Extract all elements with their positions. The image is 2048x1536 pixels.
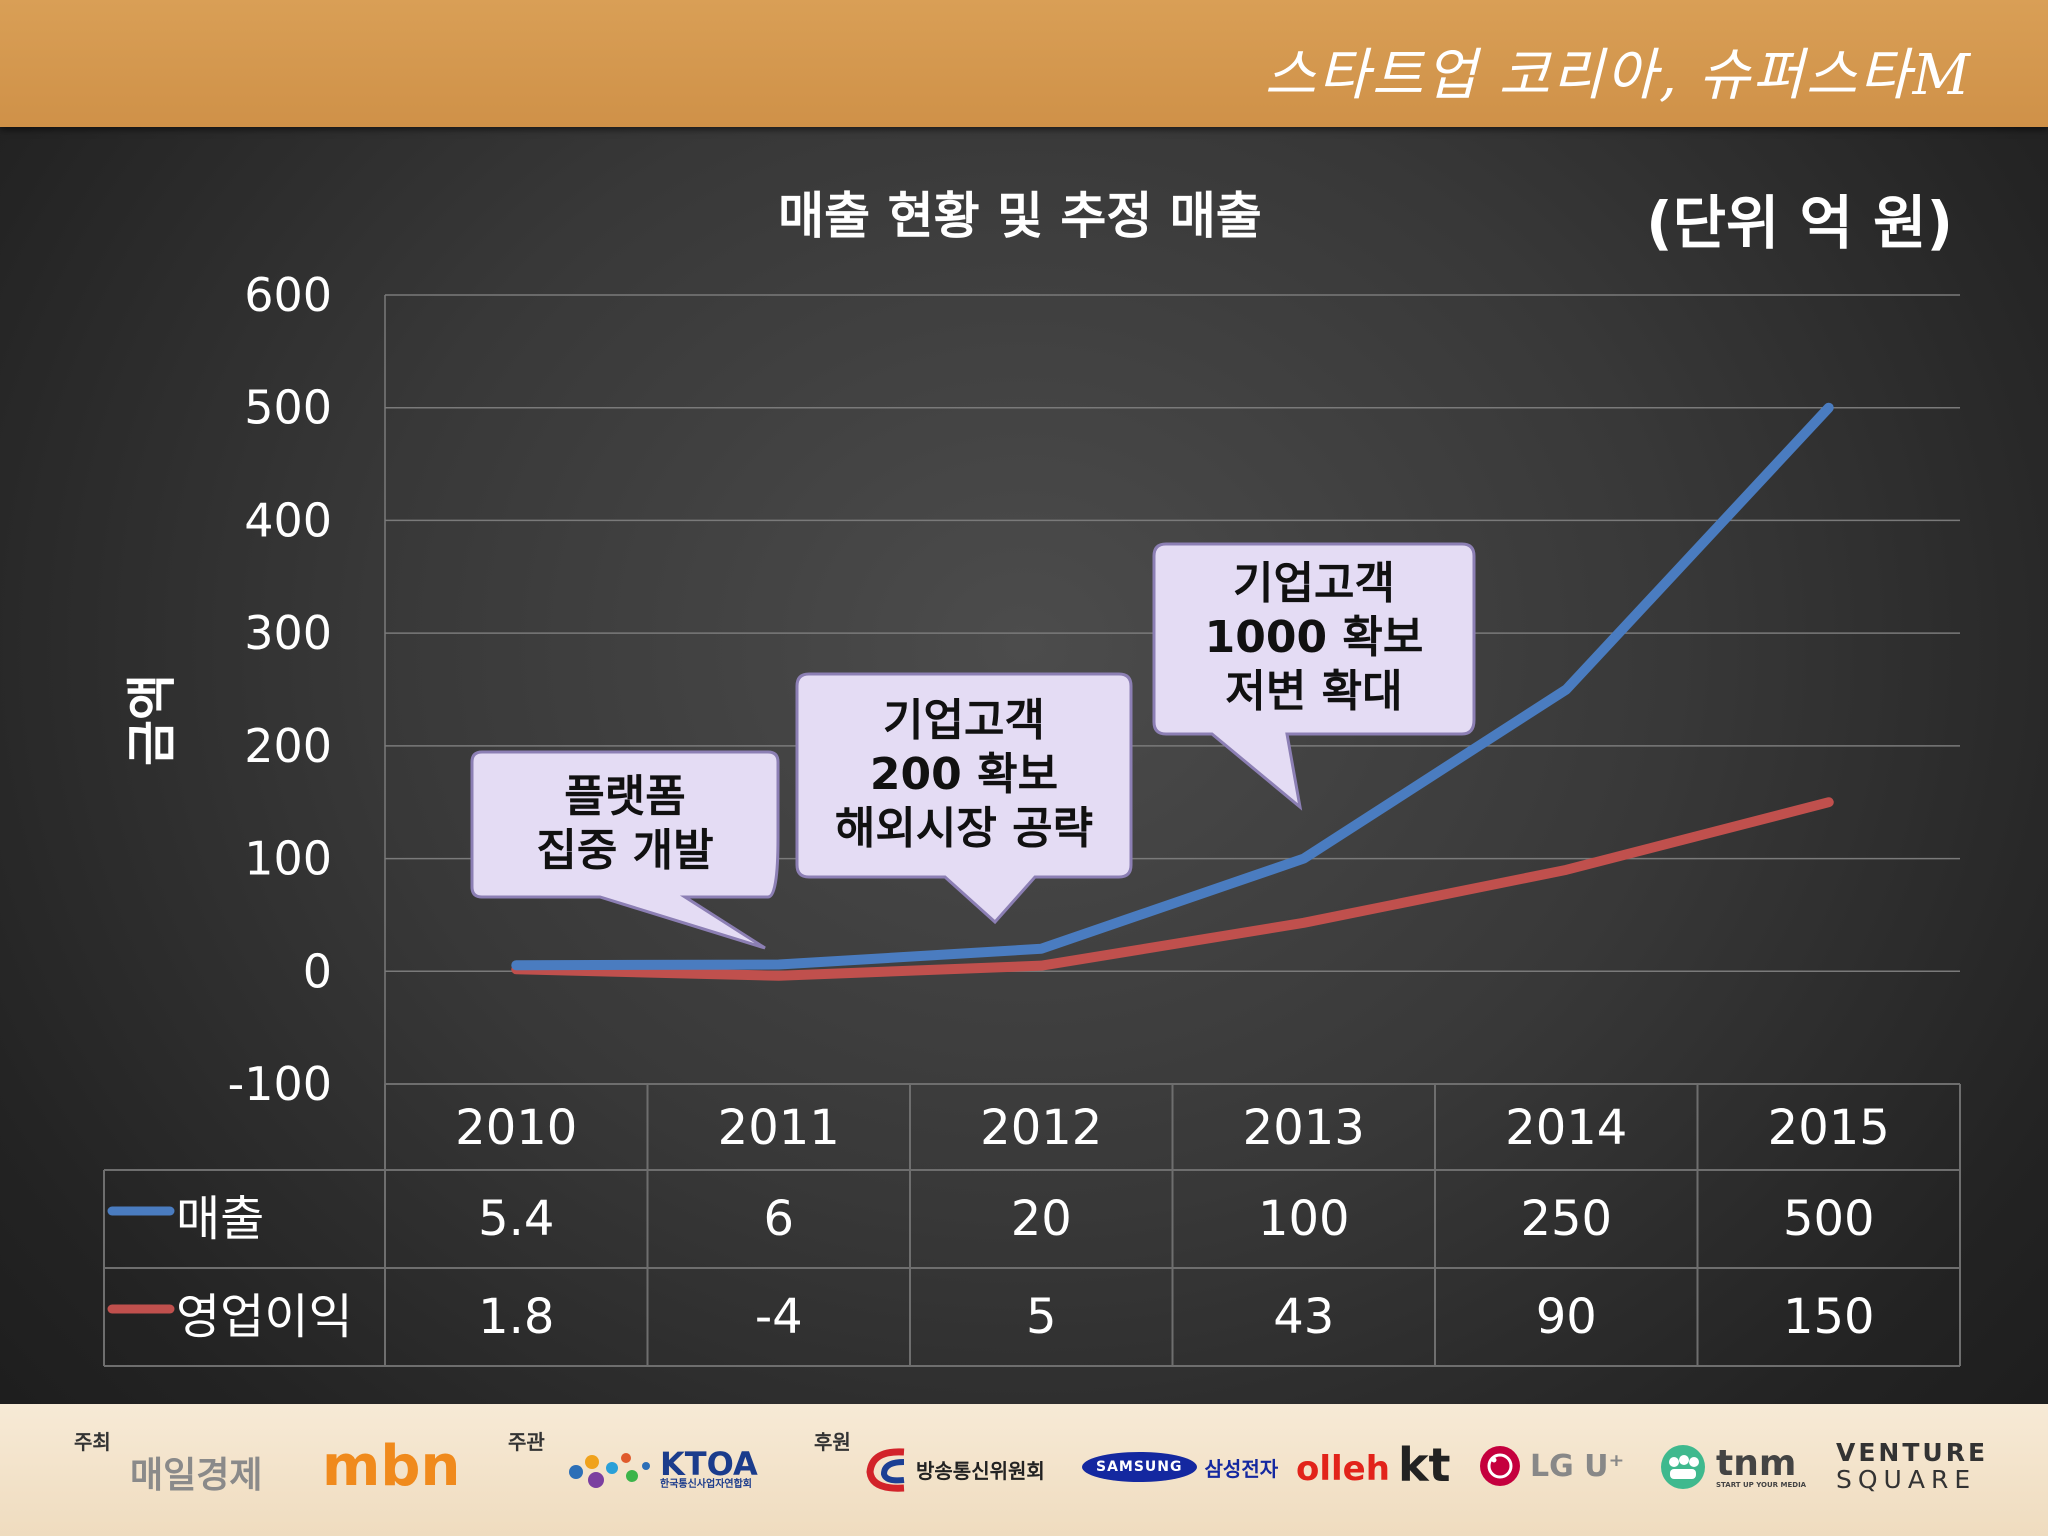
tnm-logo: tnm START UP YOUR MEDIA: [1658, 1442, 1806, 1492]
kcc-logo-text: 방송통신위원회: [916, 1458, 1045, 1483]
callout-text: 기업고객 1000 확보 저변 확대: [1204, 558, 1424, 717]
callout-overseas: 기업고객 200 확보 해외시장 공략: [795, 672, 1135, 932]
data-point: [1303, 922, 1305, 924]
data-cell: 5.4: [478, 1191, 554, 1247]
x-tick-label: 2014: [1505, 1100, 1627, 1156]
y-tick-label: 100: [244, 832, 332, 886]
data-point: [1565, 689, 1567, 690]
data-cell: 43: [1273, 1289, 1334, 1345]
data-cell: 1.8: [478, 1289, 554, 1345]
legend-label: 영업이익: [176, 1289, 353, 1345]
lg-face-icon: [1480, 1446, 1520, 1486]
callout-bubble: [795, 672, 1133, 925]
data-cell: 150: [1783, 1289, 1875, 1345]
chart-title: 매출 현황 및 추정 매출: [778, 187, 1262, 245]
data-cell: 5: [1026, 1289, 1057, 1345]
data-point: [1565, 869, 1567, 871]
x-tick-label: 2012: [980, 1100, 1102, 1156]
data-point: [1040, 948, 1042, 950]
data-cell: 90: [1536, 1289, 1597, 1345]
callout-text: 기업고객 200 확보 해외시장 공략: [834, 695, 1094, 854]
data-point: [1828, 407, 1830, 409]
tnm-logo-subtext: START UP YOUR MEDIA: [1716, 1480, 1807, 1489]
maeil-logo: 매일경제: [130, 1446, 262, 1498]
square-text: SQUARE: [1836, 1465, 1977, 1494]
x-tick-label: 2010: [455, 1100, 577, 1156]
y-tick-label: 500: [244, 381, 332, 435]
x-tick-label: 2015: [1768, 1100, 1890, 1156]
venture-square-logo: VENTURE SQUARE: [1836, 1440, 1988, 1492]
lgu-logo: LG U⁺: [1478, 1444, 1624, 1488]
callout-bubble: [470, 750, 780, 950]
data-cell: 20: [1011, 1191, 1072, 1247]
callout-expansion: 기업고객 1000 확보 저변 확대: [1152, 542, 1478, 812]
kcc-logo: 방송통신위원회: [864, 1446, 1045, 1492]
data-cell: -4: [755, 1289, 803, 1345]
y-tick-label: 0: [303, 944, 332, 998]
legend-label: 매출: [176, 1191, 264, 1247]
brand-text: 스타트업 코리아, 슈퍼스타M: [1264, 43, 1972, 108]
venture-text: VENTURE: [1836, 1438, 1989, 1467]
x-tick-label: 2011: [718, 1100, 840, 1156]
callout-bubble: [1152, 542, 1476, 811]
data-cell: 6: [763, 1191, 794, 1247]
sponsor-label: 후원: [814, 1430, 851, 1454]
olleh-kt-logo: olleh kt: [1296, 1438, 1451, 1492]
ktoa-logo-subtext: 한국통신사업자연합회: [660, 1479, 752, 1490]
unit-label: (단위 억 원): [1646, 189, 1953, 257]
data-cell: 100: [1258, 1191, 1350, 1247]
y-tick-label: -100: [228, 1057, 332, 1111]
tnm-logo-text: tnm: [1716, 1442, 1797, 1484]
chart-svg: 600 500 400 300 200 100 0 -100 2010 2011 2012 2013 2…: [103, 268, 1961, 1367]
ktoa-logo-text: KTOA: [660, 1445, 758, 1483]
samsung-kr-text: 삼성전자: [1204, 1456, 1279, 1481]
mbn-logo-text: mbn: [322, 1434, 461, 1499]
organizer-label: 주관: [508, 1430, 545, 1454]
tnm-mark-icon: [1661, 1445, 1705, 1489]
host-label: 주최: [74, 1430, 111, 1454]
lgu-logo-text: LG U⁺: [1530, 1448, 1625, 1484]
data-point: [1828, 801, 1830, 803]
mbn-logo: mbn: [322, 1434, 460, 1499]
sponsor-footer: 주최 매일경제 mbn 주관 KTOA 한국통신사업자연합회 후원: [0, 1404, 2048, 1536]
x-tick-label: 2013: [1243, 1100, 1365, 1156]
samsung-logo: SAMSUNG 삼성전자: [1082, 1452, 1278, 1482]
data-point: [1303, 858, 1305, 860]
y-tick-label: 600: [244, 268, 332, 322]
data-point: [1040, 965, 1042, 967]
callout-platform-dev: 플랫폼 집중 개발: [470, 750, 790, 950]
series-line-1: [511, 797, 1834, 981]
top-banner: 스타트업 코리아, 슈퍼스타M: [0, 0, 2048, 127]
data-point: [778, 964, 780, 966]
kcc-mark-icon: [866, 1448, 905, 1492]
kt-logo-text: kt: [1397, 1438, 1451, 1492]
series-line-0: [511, 402, 1834, 971]
ktoa-mark-icon: [569, 1453, 650, 1488]
callout-text: 플랫폼 집중 개발: [536, 771, 714, 876]
samsung-logo-text: SAMSUNG: [1082, 1452, 1197, 1482]
maeil-logo-text: 매일경제: [130, 1455, 263, 1496]
data-cell: 250: [1520, 1191, 1612, 1247]
y-tick-label: 300: [244, 606, 332, 660]
olleh-logo-text: olleh: [1296, 1449, 1390, 1489]
y-tick-label: 200: [244, 719, 332, 773]
ktoa-logo: KTOA 한국통신사업자연합회: [566, 1444, 758, 1494]
data-cell: 500: [1783, 1191, 1875, 1247]
data-point: [515, 964, 517, 966]
data-point: [778, 975, 780, 977]
y-tick-label: 400: [244, 493, 332, 547]
